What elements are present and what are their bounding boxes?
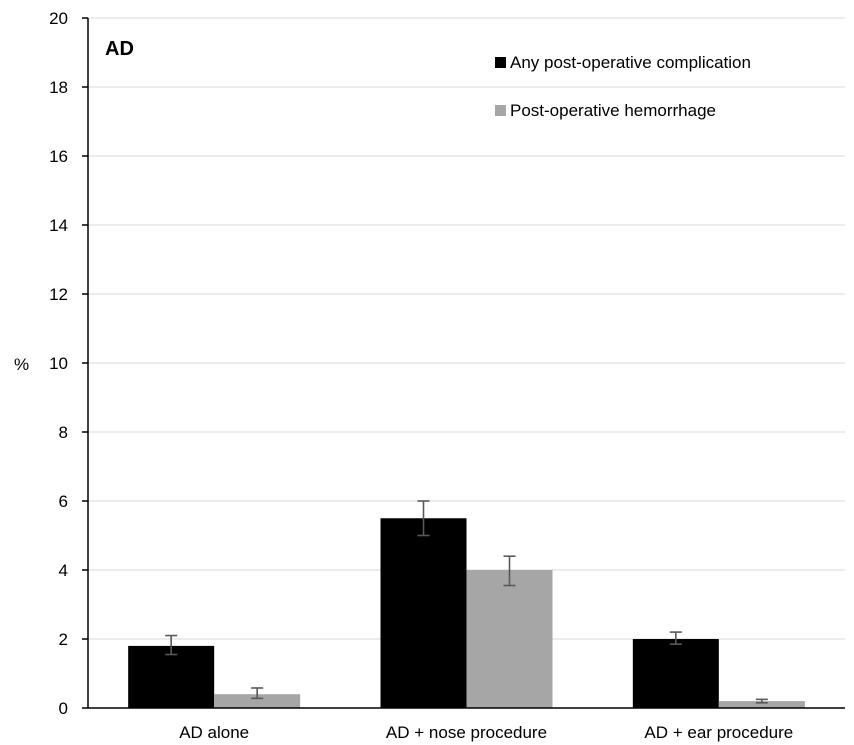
category-label: AD + ear procedure	[644, 723, 793, 742]
y-tick-label: 14	[49, 216, 68, 235]
y-tick-label: 2	[59, 630, 68, 649]
legend-label: Post-operative hemorrhage	[510, 101, 716, 120]
gridlines	[88, 17, 845, 640]
legend-swatch	[495, 57, 506, 68]
y-tick-label: 8	[59, 423, 68, 442]
legend-swatch	[495, 105, 506, 116]
category-label: AD alone	[179, 723, 249, 742]
bars	[128, 518, 805, 708]
y-tick-label: 16	[49, 147, 68, 166]
bar-complication	[380, 518, 467, 708]
x-category-labels: AD alone AD + nose procedure AD + ear proc…	[179, 723, 793, 742]
bar-hemorrhage	[466, 570, 553, 708]
bar-complication	[128, 645, 215, 708]
legend-label: Any post-operative complication	[510, 53, 751, 72]
bar-complication	[632, 639, 719, 708]
y-tick-label: 12	[49, 285, 68, 304]
bar-hemorrhage	[214, 694, 301, 708]
y-tick-label: 4	[59, 561, 68, 580]
y-tick-label: 0	[59, 699, 68, 718]
y-tick-label: 10	[49, 354, 68, 373]
legend: Any post-operative complication Post-oper…	[495, 53, 751, 120]
y-tick-label: 6	[59, 492, 68, 511]
chart-title: AD	[105, 38, 134, 60]
y-axis-label: %	[14, 355, 29, 374]
y-tick-label: 20	[49, 9, 68, 28]
y-tick-labels: 0 2 4 6 8 10 12 14 16 18 20	[49, 9, 88, 718]
category-label: AD + nose procedure	[386, 723, 547, 742]
y-tick-label: 18	[49, 78, 68, 97]
error-bars	[165, 500, 768, 704]
bar-hemorrhage	[718, 701, 805, 708]
